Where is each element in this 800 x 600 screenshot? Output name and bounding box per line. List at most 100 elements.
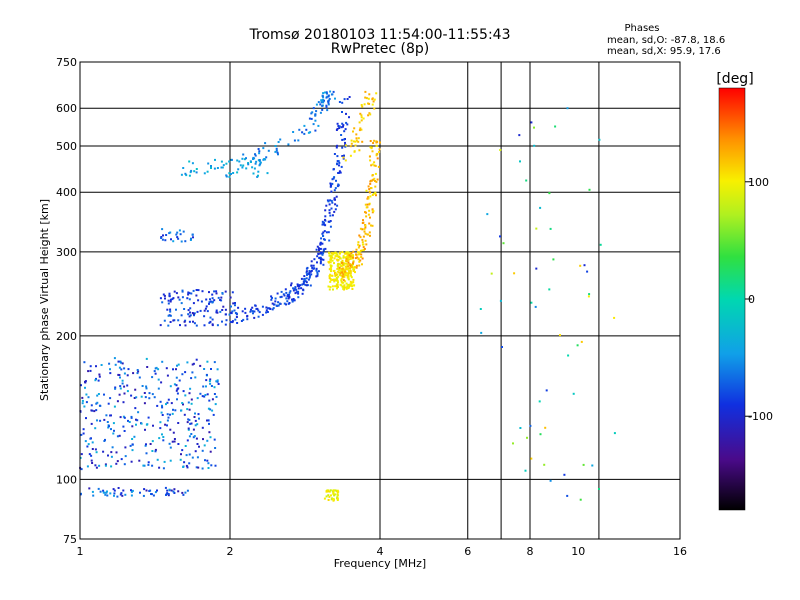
data-point (191, 162, 194, 165)
data-point (199, 309, 202, 312)
data-point (95, 451, 98, 454)
data-point (328, 252, 331, 255)
data-point (98, 373, 101, 376)
data-point (178, 298, 181, 301)
data-point (153, 370, 156, 373)
data-point (96, 419, 98, 422)
data-point (247, 163, 250, 166)
data-point (300, 277, 303, 280)
data-point (162, 436, 165, 438)
data-point (172, 319, 175, 322)
data-point (162, 439, 165, 442)
data-point (362, 117, 365, 120)
data-point (332, 491, 335, 494)
data-point (190, 402, 193, 405)
data-point (196, 397, 199, 400)
data-point (371, 98, 374, 101)
data-point (312, 264, 315, 267)
data-point (305, 277, 308, 280)
data-point (183, 413, 186, 416)
data-point (371, 174, 374, 177)
data-point (104, 493, 107, 496)
data-point (319, 262, 322, 265)
data-point (336, 270, 339, 273)
data-point (367, 197, 370, 200)
data-point (524, 469, 527, 472)
data-point (291, 300, 294, 303)
data-point (175, 389, 178, 392)
data-point (224, 323, 227, 326)
data-point (165, 403, 167, 406)
data-point (204, 459, 206, 462)
data-point (335, 285, 338, 288)
data-point (258, 152, 261, 155)
data-point (343, 284, 346, 287)
data-point (304, 283, 307, 286)
data-point (249, 310, 252, 313)
data-point (327, 231, 330, 234)
data-point (322, 101, 325, 104)
data-point (329, 214, 332, 217)
data-point (216, 324, 219, 327)
data-point (130, 494, 133, 497)
data-point (147, 461, 150, 464)
data-point (302, 282, 305, 285)
data-point (172, 431, 175, 434)
data-point (362, 235, 365, 238)
data-point (130, 394, 133, 397)
data-point (332, 492, 335, 495)
data-point (107, 426, 110, 429)
data-point (342, 156, 345, 159)
data-point (310, 269, 313, 272)
y-tick-label: 600 (56, 102, 77, 115)
data-point (90, 409, 93, 412)
data-point (216, 380, 219, 383)
data-point (209, 378, 212, 381)
data-point (245, 157, 247, 160)
data-point (347, 251, 350, 254)
data-point (209, 298, 211, 301)
data-point (175, 292, 178, 295)
data-point (209, 382, 212, 385)
data-point (151, 464, 154, 467)
data-point (266, 311, 269, 313)
data-point (206, 439, 209, 442)
data-point (336, 155, 339, 158)
data-point (161, 433, 163, 436)
data-point (173, 440, 176, 443)
data-point (360, 114, 363, 117)
data-point (375, 140, 378, 143)
data-point (199, 364, 202, 367)
data-point (345, 256, 348, 258)
data-point (284, 288, 287, 291)
x-tick-label: 16 (673, 545, 687, 558)
data-point (279, 138, 282, 141)
data-point (341, 271, 343, 274)
data-point (340, 274, 343, 277)
data-point (322, 249, 325, 252)
data-point (351, 264, 354, 267)
data-point (330, 93, 333, 96)
data-point (174, 409, 177, 412)
data-point (120, 368, 123, 371)
data-point (172, 408, 174, 411)
data-point (173, 290, 176, 293)
data-point (99, 490, 102, 493)
data-point (177, 422, 180, 424)
data-point (367, 213, 370, 216)
data-point (321, 94, 324, 97)
data-point (499, 299, 502, 302)
data-point (324, 218, 326, 221)
data-point (116, 400, 119, 403)
data-point (353, 150, 356, 153)
data-point (336, 127, 339, 130)
data-point (319, 111, 322, 114)
data-point (292, 289, 295, 292)
data-point (342, 125, 344, 128)
data-point (182, 466, 185, 468)
data-point (187, 309, 190, 312)
data-point (249, 160, 252, 163)
data-point (179, 233, 182, 236)
data-point (344, 265, 347, 268)
data-point (292, 298, 295, 300)
